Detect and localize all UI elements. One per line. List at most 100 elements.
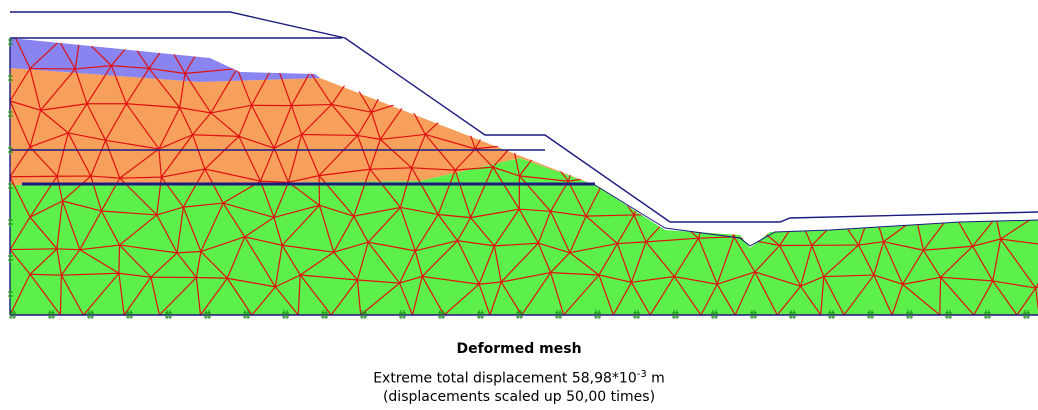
mesh-edge — [689, 37, 705, 77]
mesh-edge — [575, 63, 597, 97]
mesh-edge — [624, 100, 660, 143]
caption-note: (displacements scaled up 50,00 times) — [0, 389, 1038, 405]
mesh-edge — [780, 134, 822, 148]
mesh-edge — [1000, 29, 1007, 73]
mesh-edge — [407, 101, 459, 103]
mesh-edge — [838, 28, 851, 76]
mesh-edge — [283, 34, 310, 72]
mesh-edge — [962, 37, 1000, 72]
mesh-edge — [644, 183, 671, 214]
caption-displacement: Extreme total displacement 58,98*10-3 m — [0, 369, 1038, 387]
mesh-edge — [1009, 144, 1021, 183]
mesh-edge — [709, 137, 743, 148]
mesh-edge — [983, 138, 1009, 183]
mesh-edge — [726, 166, 740, 212]
mesh-edge — [811, 75, 839, 102]
mesh-edge — [371, 28, 421, 36]
mesh-edge — [900, 184, 916, 218]
mesh-edge — [921, 97, 968, 102]
mesh-edge — [1021, 99, 1038, 144]
mesh-edge — [943, 145, 976, 171]
mesh-edge — [660, 100, 689, 111]
mesh-edge — [726, 166, 778, 175]
mesh-edge — [1006, 29, 1024, 65]
mesh-edge — [822, 149, 848, 166]
mesh-edge — [878, 73, 881, 98]
mesh-edge — [634, 214, 671, 215]
mesh-edge — [850, 73, 878, 101]
mesh-edge — [838, 73, 878, 75]
mesh-edge — [811, 101, 850, 102]
mesh-edge — [689, 37, 734, 38]
mesh-edge — [742, 134, 779, 147]
mesh-edge — [689, 166, 726, 179]
mesh-edge — [968, 97, 983, 139]
mesh-edge — [894, 43, 900, 78]
mesh-edge — [761, 65, 770, 106]
mesh-edge — [953, 65, 968, 97]
caption-title: Deformed mesh — [0, 341, 1038, 357]
mesh-edge — [779, 176, 799, 217]
mesh-edge — [167, 32, 209, 42]
mesh-edge — [726, 148, 742, 167]
mesh-edge — [512, 36, 540, 71]
mesh-edge — [770, 102, 811, 105]
mesh-edge — [575, 97, 580, 145]
page: Deformed mesh Extreme total displacement… — [0, 0, 1038, 410]
mesh-edge — [766, 31, 816, 32]
mesh-edge — [928, 172, 952, 211]
mesh-edge — [976, 171, 1008, 183]
mesh-edge — [548, 75, 576, 97]
mesh-edge — [770, 106, 780, 135]
mesh-edge — [848, 166, 872, 206]
mesh-edge — [878, 73, 900, 78]
mesh-edge — [976, 138, 982, 171]
mesh-edge — [668, 66, 704, 76]
mesh-edge — [734, 213, 740, 237]
mesh-edge — [928, 145, 943, 172]
mesh-edge — [644, 179, 689, 184]
mesh-edge — [983, 102, 1018, 138]
mesh-edge — [704, 38, 733, 76]
mesh-edge — [577, 27, 609, 30]
mesh-edge — [326, 42, 350, 77]
mesh-edge — [822, 136, 873, 149]
mesh-edge — [943, 97, 968, 146]
mesh-edge — [817, 166, 848, 168]
mesh-edge — [848, 166, 900, 183]
mesh-edge — [921, 65, 953, 102]
mesh-edge — [881, 78, 900, 98]
mesh-edge — [900, 44, 928, 79]
mesh-edge — [497, 109, 513, 145]
mesh-edge — [371, 36, 391, 75]
mesh-edge — [739, 100, 770, 106]
mesh-edge — [780, 102, 811, 134]
mesh-edge — [916, 141, 928, 172]
mesh-edge — [811, 102, 822, 148]
mesh-edge — [733, 31, 766, 38]
mesh-edge — [668, 37, 688, 66]
mesh-edge — [276, 62, 311, 73]
mesh-edge — [671, 179, 689, 215]
mesh-edge — [483, 36, 541, 37]
mesh-edge — [131, 42, 167, 43]
mesh-edge — [873, 98, 882, 136]
mesh-edge — [644, 142, 669, 184]
mesh-edge — [943, 138, 983, 145]
mesh-edge — [953, 37, 962, 64]
mesh-edge — [10, 249, 57, 250]
displacement-exponent: -3 — [637, 369, 647, 380]
mesh-edge — [709, 201, 740, 212]
mesh-edge — [310, 42, 326, 72]
mesh-edge — [689, 100, 739, 111]
mesh-edge — [953, 171, 977, 212]
mesh-edge — [838, 75, 850, 101]
mesh-edge — [840, 166, 849, 217]
mesh-edge — [351, 36, 371, 77]
mesh-edge — [523, 75, 547, 100]
mesh-edge — [1018, 102, 1021, 143]
mesh-edge — [483, 37, 513, 71]
mesh-edge — [770, 63, 795, 105]
mesh-edge — [237, 38, 253, 68]
mesh-edge — [795, 63, 838, 75]
